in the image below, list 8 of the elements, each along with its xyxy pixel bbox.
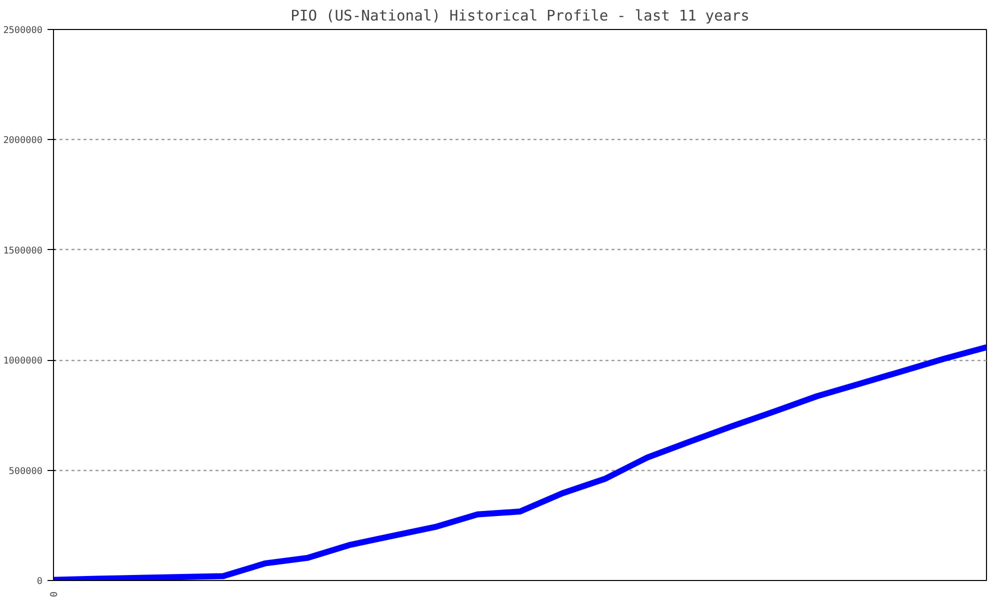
- y-tick-label: 2500000: [3, 25, 43, 36]
- y-tick-label: 1000000: [3, 356, 43, 367]
- y-tick-label: 1500000: [3, 245, 43, 256]
- y-tick-label: 0: [36, 576, 43, 587]
- chart-title: PIO (US-National) Historical Profile - last 11 years: [290, 8, 750, 24]
- y-tick-label: 2000000: [3, 135, 43, 146]
- text: 0: [49, 591, 60, 598]
- y-tick-label: 500000: [8, 466, 43, 477]
